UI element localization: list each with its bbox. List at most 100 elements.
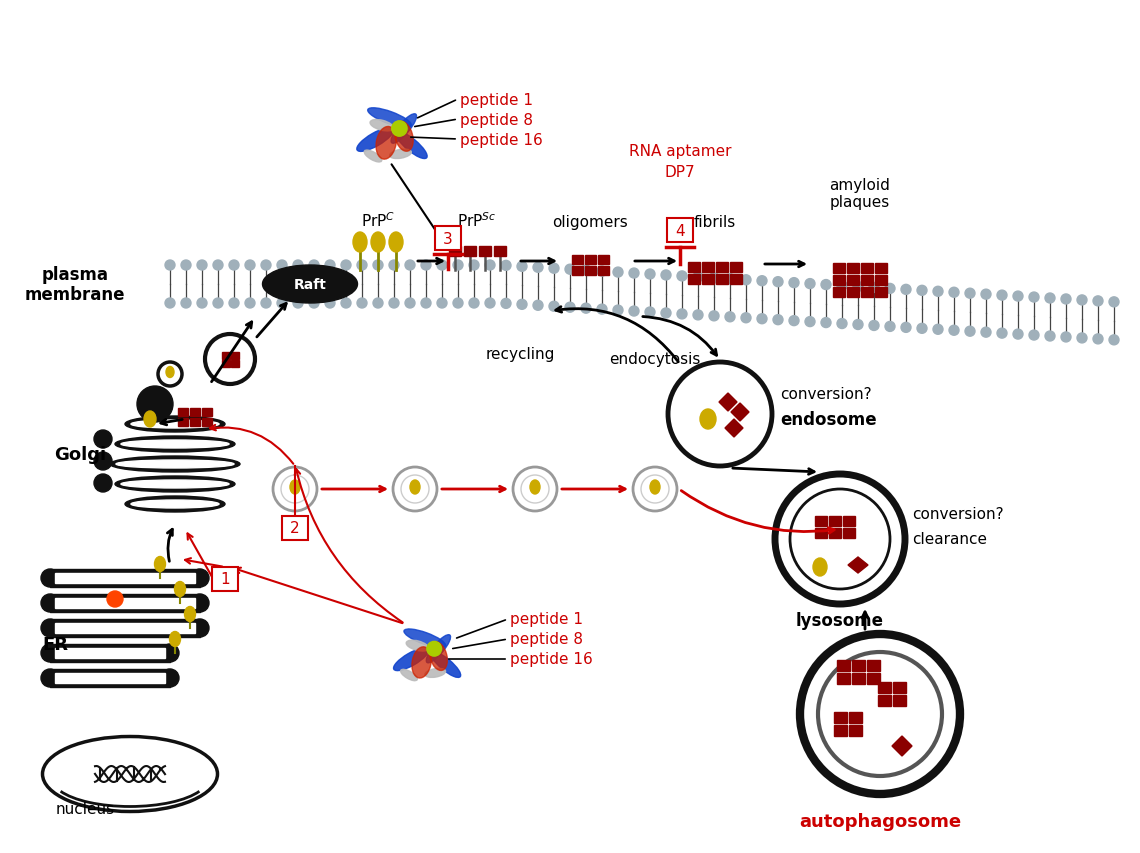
Circle shape bbox=[293, 261, 303, 270]
Circle shape bbox=[521, 475, 549, 503]
Circle shape bbox=[613, 305, 622, 316]
Ellipse shape bbox=[290, 480, 300, 495]
Circle shape bbox=[437, 261, 447, 270]
Bar bbox=[852, 673, 864, 684]
Bar bbox=[202, 409, 212, 416]
Circle shape bbox=[181, 299, 192, 309]
Circle shape bbox=[964, 289, 975, 299]
Ellipse shape bbox=[155, 557, 165, 572]
Circle shape bbox=[869, 283, 879, 293]
Circle shape bbox=[277, 261, 287, 270]
Bar bbox=[866, 673, 879, 684]
Bar bbox=[878, 695, 891, 706]
Circle shape bbox=[1077, 296, 1088, 305]
Ellipse shape bbox=[370, 120, 393, 131]
Bar bbox=[230, 360, 238, 367]
Circle shape bbox=[629, 307, 640, 316]
Circle shape bbox=[437, 299, 447, 309]
Bar bbox=[861, 276, 873, 285]
FancyBboxPatch shape bbox=[212, 567, 238, 591]
Bar bbox=[178, 409, 188, 416]
Polygon shape bbox=[891, 736, 912, 756]
Bar bbox=[50, 569, 200, 588]
Circle shape bbox=[261, 261, 271, 270]
Bar bbox=[702, 263, 714, 273]
Circle shape bbox=[357, 261, 367, 270]
Circle shape bbox=[869, 321, 879, 331]
Text: peptide 1: peptide 1 bbox=[461, 92, 534, 107]
Bar bbox=[876, 276, 887, 285]
Circle shape bbox=[1093, 297, 1104, 306]
Ellipse shape bbox=[813, 559, 826, 577]
Ellipse shape bbox=[390, 150, 412, 160]
Circle shape bbox=[469, 299, 479, 309]
Bar bbox=[55, 673, 165, 683]
Text: autophagosome: autophagosome bbox=[799, 812, 961, 830]
Text: 4: 4 bbox=[675, 223, 685, 238]
Bar bbox=[571, 267, 583, 276]
Ellipse shape bbox=[185, 606, 195, 622]
Text: peptide 16: peptide 16 bbox=[461, 132, 543, 148]
Bar bbox=[494, 247, 506, 257]
Bar bbox=[866, 660, 879, 671]
Bar bbox=[55, 648, 165, 659]
Circle shape bbox=[513, 467, 557, 512]
Circle shape bbox=[597, 305, 606, 315]
Circle shape bbox=[933, 287, 943, 297]
Bar bbox=[815, 516, 826, 526]
Bar bbox=[479, 247, 491, 257]
Circle shape bbox=[565, 265, 575, 275]
Circle shape bbox=[401, 475, 429, 503]
Circle shape bbox=[137, 386, 173, 422]
Circle shape bbox=[1061, 294, 1070, 305]
Circle shape bbox=[773, 316, 783, 325]
Circle shape bbox=[389, 299, 399, 309]
Ellipse shape bbox=[125, 496, 225, 513]
Bar bbox=[833, 264, 845, 273]
Circle shape bbox=[165, 299, 176, 309]
Bar bbox=[847, 287, 860, 297]
Text: nucleus: nucleus bbox=[56, 802, 114, 816]
FancyBboxPatch shape bbox=[667, 218, 693, 243]
Circle shape bbox=[192, 595, 209, 612]
Bar bbox=[730, 263, 742, 273]
Text: lysosome: lysosome bbox=[796, 612, 884, 630]
Bar bbox=[893, 682, 906, 693]
Ellipse shape bbox=[368, 108, 412, 128]
Circle shape bbox=[819, 653, 942, 776]
Circle shape bbox=[775, 474, 905, 604]
Text: plasma
membrane: plasma membrane bbox=[25, 265, 125, 304]
Text: 2: 2 bbox=[291, 521, 300, 536]
Circle shape bbox=[668, 363, 772, 467]
Text: endosome: endosome bbox=[780, 410, 877, 428]
Bar bbox=[571, 256, 583, 265]
Circle shape bbox=[805, 279, 815, 289]
Circle shape bbox=[389, 261, 399, 270]
Ellipse shape bbox=[426, 635, 450, 663]
Circle shape bbox=[549, 264, 559, 274]
Circle shape bbox=[1013, 330, 1023, 339]
Ellipse shape bbox=[700, 409, 716, 430]
Circle shape bbox=[837, 319, 847, 329]
Ellipse shape bbox=[431, 652, 461, 677]
Circle shape bbox=[741, 313, 751, 323]
Circle shape bbox=[741, 276, 751, 286]
Circle shape bbox=[261, 299, 271, 309]
Circle shape bbox=[821, 281, 831, 290]
Text: amyloid
plaques: amyloid plaques bbox=[830, 177, 890, 210]
Text: conversion?: conversion? bbox=[780, 387, 872, 402]
Circle shape bbox=[500, 261, 511, 271]
Circle shape bbox=[192, 569, 209, 588]
Circle shape bbox=[982, 290, 991, 299]
Circle shape bbox=[1109, 298, 1119, 307]
Circle shape bbox=[677, 310, 687, 320]
Circle shape bbox=[272, 467, 317, 512]
Circle shape bbox=[789, 316, 799, 326]
Bar bbox=[842, 516, 855, 526]
Ellipse shape bbox=[121, 480, 229, 489]
Circle shape bbox=[641, 475, 669, 503]
Circle shape bbox=[581, 304, 591, 314]
Circle shape bbox=[725, 275, 735, 284]
Bar bbox=[178, 419, 188, 426]
Ellipse shape bbox=[131, 501, 219, 508]
